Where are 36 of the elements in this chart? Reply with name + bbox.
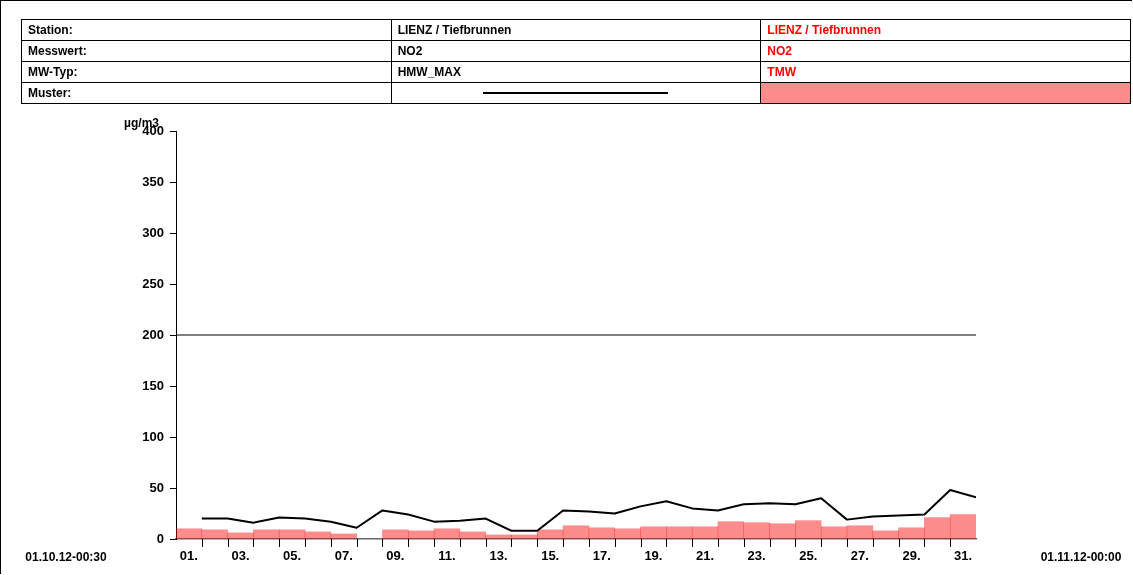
y-tick-label: 150	[142, 377, 164, 393]
x-tick-label: 31.	[954, 548, 973, 564]
text: Station:	[21, 19, 392, 41]
x-tick-label: 17.	[592, 548, 611, 564]
text: 01.11.12-00:00	[1040, 550, 1122, 564]
x-tick-label: 21.	[695, 548, 715, 564]
x-tick-label: 05.	[283, 548, 302, 564]
x-tick-label: 01.	[179, 548, 198, 564]
text: Muster:	[21, 82, 392, 104]
text: MW-Typ:	[21, 61, 392, 83]
y-tick-label: 0	[156, 530, 164, 546]
x-tick-label: 09.	[386, 548, 405, 564]
text: 01.10.12-00:30	[25, 550, 108, 564]
text: NO2	[391, 40, 761, 62]
x-tick-label: 27.	[850, 548, 869, 564]
y-tick-label: 100	[142, 428, 164, 444]
y-tick-label: 200	[142, 326, 164, 342]
y-tick-label: 300	[142, 224, 164, 240]
text: Messwert:	[21, 40, 392, 62]
y-tick-label: 250	[142, 275, 164, 291]
text: HMW_MAX	[391, 61, 761, 83]
text: NO2	[760, 40, 1131, 62]
x-tick-label: 23.	[747, 548, 766, 564]
x-tick-label: 11.	[438, 548, 456, 564]
x-tick-label: 19.	[644, 548, 663, 564]
y-tick-label: 350	[142, 173, 164, 189]
x-tick-label: 25.	[799, 548, 818, 564]
x-tick-label: 03.	[231, 548, 250, 564]
text: LIENZ / Tiefbrunnen	[760, 19, 1131, 41]
y-tick-label: 50	[149, 479, 164, 495]
x-tick-label: 29.	[902, 548, 921, 564]
x-tick-label: 07.	[334, 548, 353, 564]
x-tick-label: 15.	[541, 548, 560, 564]
text: LIENZ / Tiefbrunnen	[391, 19, 761, 41]
text: TMW	[760, 61, 1131, 83]
x-tick-label: 13.	[489, 548, 508, 564]
